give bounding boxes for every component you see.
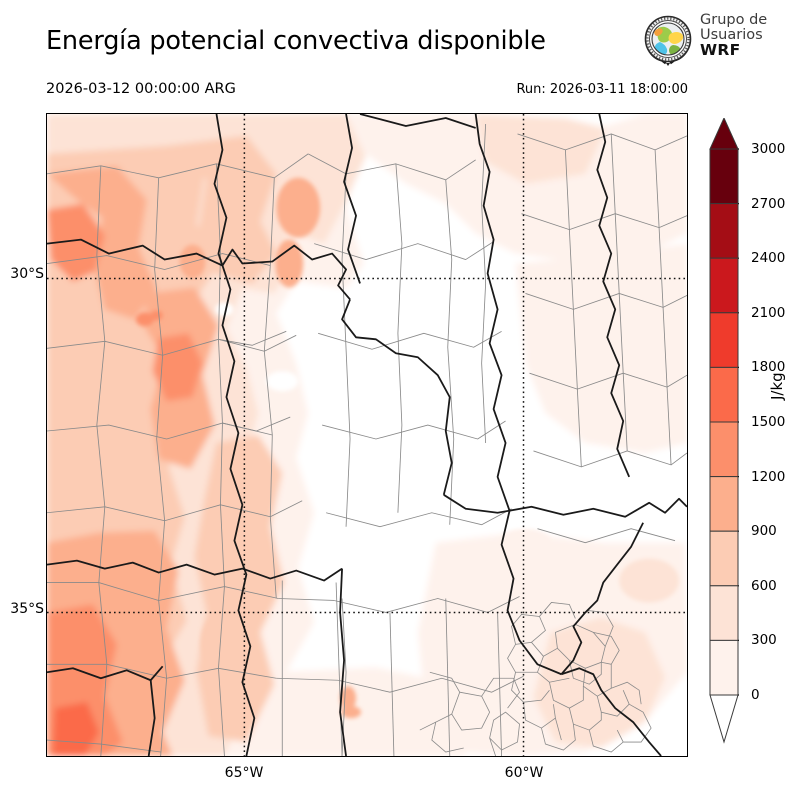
cape-field-canvas (47, 114, 687, 756)
cb-label-600: 600 (751, 577, 777, 594)
page-title: Energía potencial convectiva disponible (46, 26, 546, 56)
cb-label-1200: 1200 (751, 468, 786, 485)
valid-time-label: 2026-03-12 00:00:00 ARG (46, 81, 236, 97)
cb-label-3000: 3000 (751, 141, 786, 157)
globe-seal-icon (644, 15, 692, 66)
lat-tick-30S: 30°S (10, 266, 44, 282)
cb-label-2400: 2400 (751, 250, 786, 267)
cape-local-maxima (135, 177, 680, 719)
colorbar-unit-label: J/kg (768, 372, 786, 400)
province-borders (47, 114, 687, 756)
cb-label-1800: 1800 (751, 359, 786, 376)
colorbar-swatches (709, 118, 739, 744)
logo-line-2: Usuarios (700, 26, 763, 43)
logo-text: Grupo de Usuarios WRF (700, 13, 767, 58)
wrf-user-group-logo: Grupo de Usuarios WRF (640, 12, 792, 70)
cb-label-2700: 2700 (751, 195, 786, 212)
forecast-map[interactable] (46, 113, 688, 757)
cb-label-900: 900 (751, 523, 777, 540)
cb-label-1500: 1500 (751, 414, 786, 430)
run-time-label: Run: 2026-03-11 18:00:00 (516, 82, 688, 97)
logo-line-3: WRF (700, 40, 741, 59)
logo-line-1: Grupo de (700, 12, 768, 28)
cape-contour-fill (47, 114, 687, 756)
lat-tick-35S: 35°S (10, 601, 44, 617)
metro-partido-boundaries (419, 602, 652, 756)
cb-label-300: 300 (751, 632, 777, 649)
cb-label-0: 0 (751, 687, 760, 703)
graticule (47, 114, 687, 756)
lon-tick-60W: 60°W (504, 765, 544, 781)
lon-tick-65W: 65°W (224, 765, 264, 781)
cb-label-2100: 2100 (751, 304, 786, 321)
department-boundaries (47, 123, 687, 756)
colorbar[interactable]: 3000 2700 2400 2100 1800 1500 1200 900 6… (709, 118, 785, 750)
